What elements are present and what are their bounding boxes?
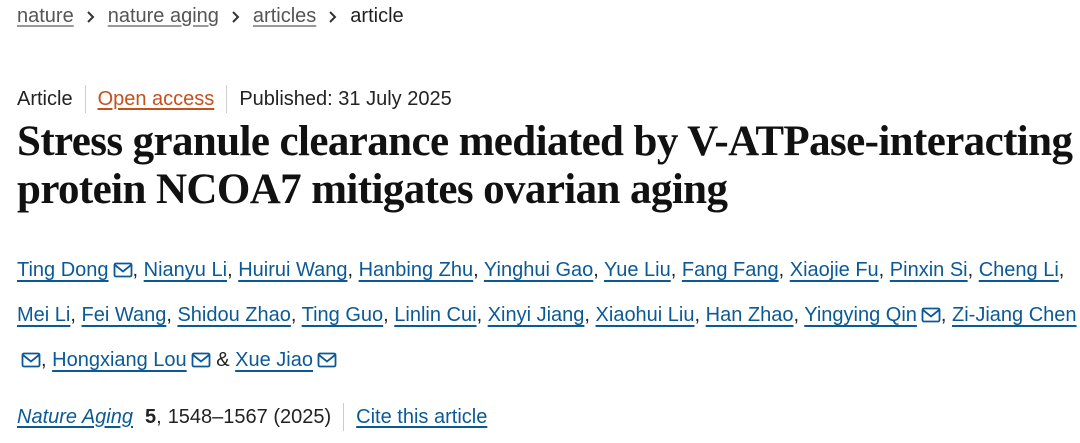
separator: ,: [778, 259, 785, 281]
divider: [84, 85, 86, 113]
separator: ,: [967, 259, 974, 281]
separator: ,: [593, 259, 599, 281]
separator: ,: [156, 405, 162, 428]
divider: [226, 85, 228, 113]
author-link[interactable]: Ting Guo: [301, 304, 384, 326]
author-link[interactable]: Fei Wang: [81, 304, 167, 326]
author-link[interactable]: Hanbing Zhu: [358, 259, 474, 281]
separator: ,: [166, 304, 172, 326]
author-link[interactable]: Ting Dong: [17, 259, 109, 281]
separator: ,: [584, 304, 590, 326]
divider: [343, 403, 345, 431]
volume: 5: [145, 405, 157, 428]
author-link[interactable]: Yue Liu: [604, 259, 671, 281]
article-title: Stress granule clearance mediated by V-A…: [17, 118, 1073, 213]
author-link[interactable]: Yingying Qin: [804, 304, 917, 326]
separator: ,: [940, 304, 947, 326]
author-link[interactable]: Xinyi Jiang: [487, 304, 585, 326]
author-link[interactable]: Mei Li: [17, 304, 71, 326]
author-link[interactable]: Xue Jiao: [235, 349, 313, 371]
author-link[interactable]: Pinxin Si: [889, 259, 968, 281]
breadcrumbs: nature nature aging articles article: [17, 5, 404, 28]
separator: ,: [878, 259, 885, 281]
email-icon[interactable]: [113, 262, 133, 278]
separator: ,: [1058, 259, 1065, 281]
chevron-icon: [232, 10, 240, 23]
separator: ,: [670, 259, 677, 281]
breadcrumb-link[interactable]: nature: [17, 5, 74, 27]
separator: ,: [793, 304, 800, 326]
article-meta: Article Open access Published: 31 July 2…: [17, 85, 452, 113]
author-link[interactable]: Fang Fang: [681, 259, 779, 281]
author-link[interactable]: Hongxiang Lou: [52, 349, 187, 371]
separator: ,: [694, 304, 701, 326]
author-link[interactable]: Xiaohui Liu: [595, 304, 695, 326]
conjunction: &: [216, 349, 230, 371]
author-link[interactable]: Nianyu Li: [143, 259, 228, 281]
email-icon[interactable]: [317, 352, 337, 368]
breadcrumb-link[interactable]: articles: [252, 5, 317, 27]
separator: ,: [41, 349, 47, 371]
email-icon[interactable]: [921, 307, 941, 323]
separator: ,: [383, 304, 389, 326]
author-link[interactable]: Xiaojie Fu: [789, 259, 879, 281]
breadcrumb-link[interactable]: nature aging: [107, 5, 219, 27]
email-icon[interactable]: [21, 352, 41, 368]
separator: ,: [290, 304, 297, 326]
author-link[interactable]: Linlin Cui: [394, 304, 477, 326]
separator: ,: [476, 304, 483, 326]
cite-link[interactable]: Cite this article: [356, 405, 488, 428]
open-access-link[interactable]: Open access: [97, 87, 215, 110]
breadcrumb-current: article: [350, 5, 404, 27]
author-link[interactable]: Cheng Li: [978, 259, 1059, 281]
separator: ,: [70, 304, 76, 326]
author-link[interactable]: Han Zhao: [705, 304, 794, 326]
separator: ,: [347, 259, 354, 281]
chevron-icon: [87, 10, 95, 23]
author-list: Ting Dong, Nianyu Li, Huirui Wang, Hanbi…: [17, 248, 1080, 383]
pages-year: 1548–1567 (2025): [167, 405, 332, 428]
separator: ,: [132, 259, 139, 281]
article-type: Article: [17, 87, 73, 110]
separator: ,: [227, 259, 233, 281]
separator: ,: [473, 259, 479, 281]
author-link[interactable]: Yinghui Gao: [483, 259, 594, 281]
journal-link[interactable]: Nature Aging: [17, 405, 133, 428]
author-link[interactable]: Huirui Wang: [238, 259, 348, 281]
author-link[interactable]: Shidou Zhao: [177, 304, 291, 326]
citation: Nature Aging 5 , 1548–1567 (2025) Cite t…: [17, 403, 487, 431]
published-date: Published: 31 July 2025: [239, 87, 452, 110]
email-icon[interactable]: [191, 352, 211, 368]
author-link[interactable]: Zi-Jiang Chen: [952, 304, 1077, 326]
chevron-icon: [329, 10, 337, 23]
